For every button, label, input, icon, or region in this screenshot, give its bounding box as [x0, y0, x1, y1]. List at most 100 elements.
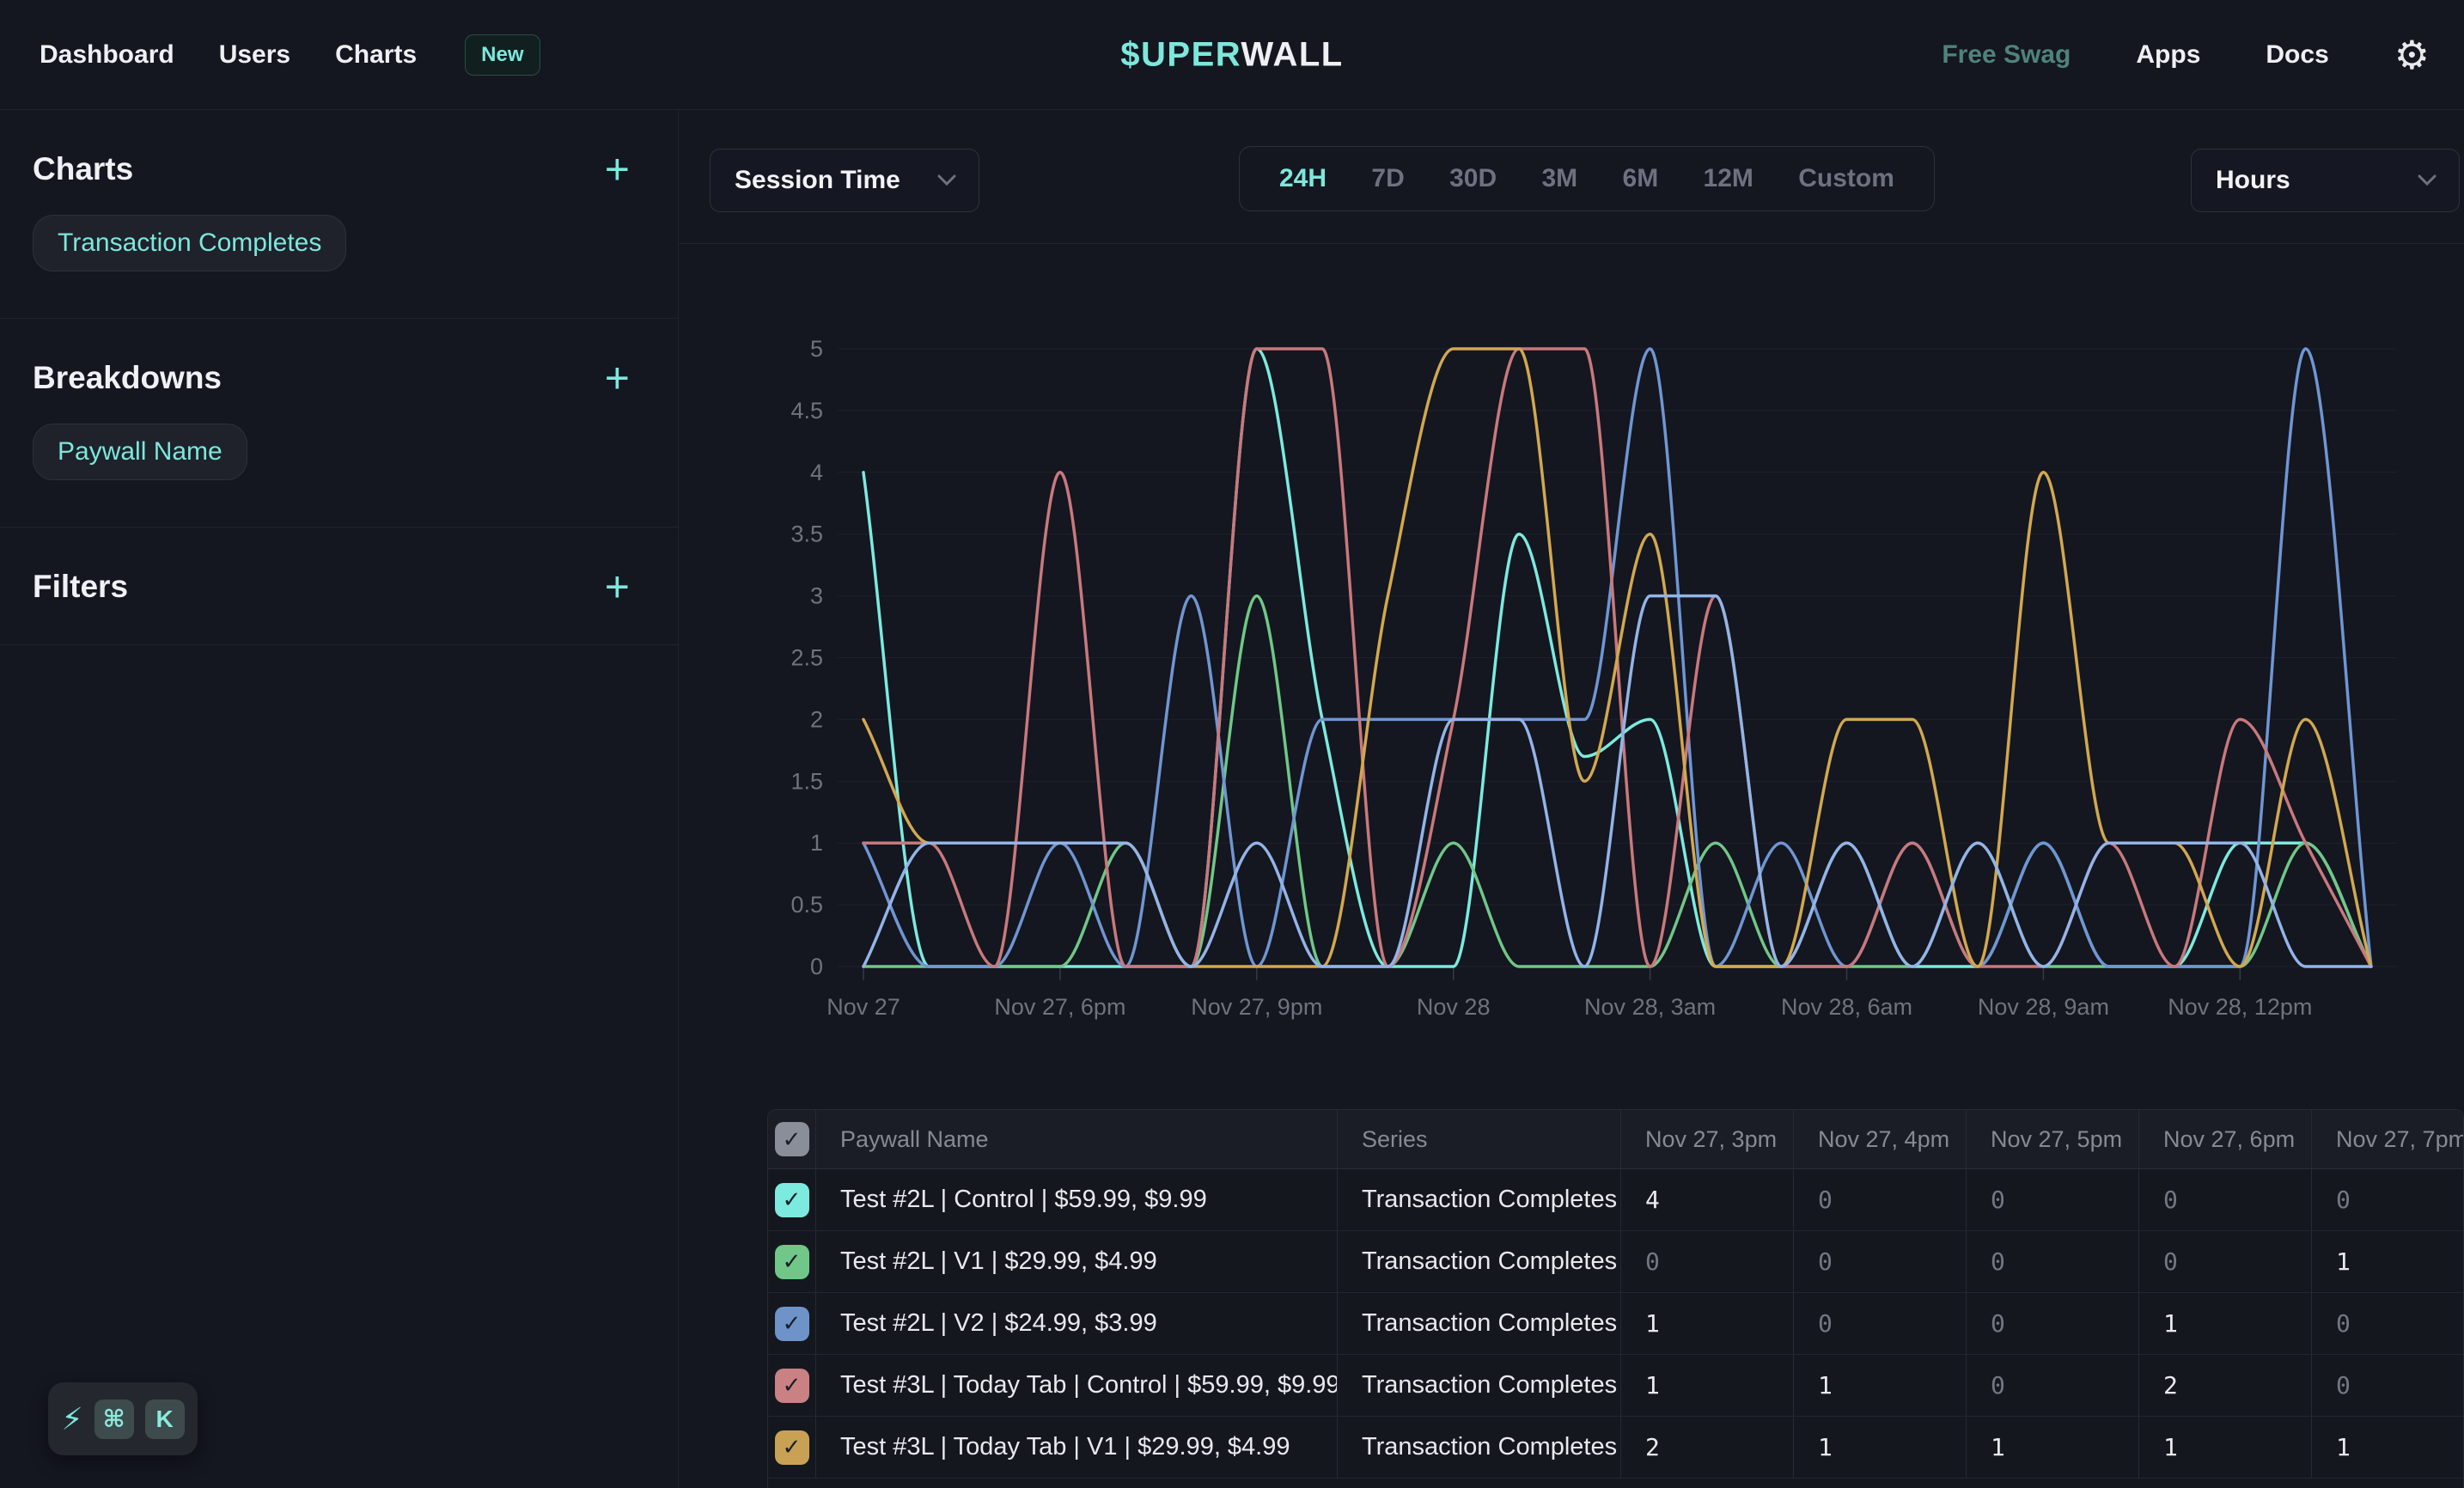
- new-badge: New: [465, 34, 540, 76]
- value-cell: 1: [1794, 1355, 1967, 1416]
- logo-rest: WALL: [1241, 35, 1344, 73]
- plus-icon[interactable]: +: [604, 145, 630, 193]
- value-cell: 2: [1621, 1417, 1794, 1478]
- x-axis-label: Nov 27, 9pm: [1191, 994, 1322, 1020]
- line-chart: 0 0.5 1 1.5 2 2.5 3 3.5 4 4.5 5 Nov 27 Nov 27, 6pm No…: [773, 326, 2423, 1022]
- x-axis-label: Nov 28, 12pm: [2168, 994, 2312, 1020]
- nav-left-group: Dashboard Users Charts New: [40, 0, 540, 110]
- sidebar-section-breakdowns: Breakdowns + Paywall Name: [0, 319, 678, 528]
- value-cell: 4: [1621, 1169, 1794, 1230]
- main-content: Session Time 24H 7D 30D 3M 6M 12M Custom Hours…: [679, 110, 2464, 1488]
- range-tab-12m[interactable]: 12M: [1703, 164, 1753, 192]
- gear-icon[interactable]: ⚙: [2394, 33, 2430, 77]
- time-range-tabs: 24H 7D 30D 3M 6M 12M Custom: [1239, 146, 1935, 211]
- paywall-name-cell: Test #2L | Control | $59.99, $9.99: [816, 1169, 1338, 1230]
- section-title-charts: Charts: [33, 151, 134, 186]
- row-checkbox[interactable]: ✓: [774, 1368, 809, 1403]
- y-axis-label: 2: [810, 706, 823, 732]
- value-cell: 1: [1794, 1417, 1967, 1478]
- y-axis-label: 1: [810, 830, 823, 856]
- unit-dropdown[interactable]: Hours: [2191, 149, 2460, 212]
- plus-icon[interactable]: +: [604, 563, 630, 611]
- section-title-breakdowns: Breakdowns: [33, 360, 223, 395]
- x-axis-label: Nov 27, 6pm: [994, 994, 1125, 1020]
- table-row[interactable]: ✓ Test #2L | V2 | $24.99, $3.99 Transactio…: [768, 1293, 2463, 1355]
- value-cell: 1: [2139, 1293, 2312, 1354]
- nav-item-docs[interactable]: Docs: [2266, 40, 2329, 69]
- sidebar-section-filters: Filters +: [0, 528, 678, 645]
- value-cell: 0: [1794, 1293, 1967, 1354]
- row-checkbox[interactable]: ✓: [774, 1182, 809, 1217]
- nav-item-free-swag[interactable]: Free Swag: [1942, 40, 2071, 69]
- value-cell: 0: [1794, 1231, 1967, 1292]
- sidebar: Charts + Transaction Completes Breakdowns + P…: [0, 110, 679, 1488]
- y-axis-label: 3: [810, 583, 823, 609]
- value-cell: 0: [1967, 1231, 2139, 1292]
- value-cell: 0: [2312, 1293, 2463, 1354]
- select-all-checkbox[interactable]: ✓: [774, 1122, 809, 1156]
- chart-canvas: 0 0.5 1 1.5 2 2.5 3 3.5 4 4.5 5 Nov 27 Nov 27, 6pm No…: [790, 336, 2397, 1020]
- paywall-name-cell: Test #2L | V2 | $24.99, $3.99: [816, 1293, 1338, 1354]
- lightning-bolt-icon: ⚡: [61, 1400, 83, 1436]
- paywall-name-cell: Test #3L | Today Tab | V1 | $29.99, $4.9…: [816, 1417, 1338, 1478]
- y-axis-label: 4.5: [790, 398, 823, 424]
- table-row[interactable]: ✓ Test #2L | V1 | $29.99, $4.99 Transactio…: [768, 1231, 2463, 1293]
- series-cell: Transaction Completes: [1338, 1417, 1621, 1478]
- y-axis-label: 4: [810, 460, 823, 485]
- command-palette-shortcut[interactable]: ⚡ ⌘ K: [48, 1382, 198, 1455]
- table-row[interactable]: ✓ Test #3L | Today Tab | Control | $59.99…: [768, 1355, 2463, 1417]
- table-row[interactable]: ✓ Test #2L | Control | $59.99, $9.99 Trans…: [768, 1169, 2463, 1231]
- chip-transaction-completes[interactable]: Transaction Completes: [33, 215, 347, 271]
- column-header-3: Nov 27, 4pm: [1794, 1110, 1967, 1168]
- series-cell: Transaction Completes: [1338, 1293, 1621, 1354]
- command-key: ⌘: [94, 1399, 134, 1439]
- table-row[interactable]: ✓ Test #3L | Today Tab | V1 | $29.99, $4.…: [768, 1417, 2463, 1479]
- nav-item-users[interactable]: Users: [218, 40, 291, 69]
- row-checkbox-cell: ✓: [768, 1293, 816, 1354]
- nav-item-dashboard[interactable]: Dashboard: [40, 40, 174, 69]
- series-cell: Transaction Completes: [1338, 1169, 1621, 1230]
- series-cell: Transaction Completes: [1338, 1231, 1621, 1292]
- column-header-1: Series: [1338, 1110, 1621, 1168]
- row-checkbox[interactable]: ✓: [774, 1244, 809, 1279]
- row-checkbox[interactable]: ✓: [774, 1430, 809, 1465]
- plus-icon[interactable]: +: [604, 354, 630, 402]
- top-nav: Dashboard Users Charts New $UPERWALL Free S…: [0, 0, 2464, 110]
- range-tab-30d[interactable]: 30D: [1449, 164, 1497, 192]
- sidebar-section-charts: Charts + Transaction Completes: [0, 110, 678, 319]
- value-cell: 1: [1621, 1293, 1794, 1354]
- range-tab-3m[interactable]: 3M: [1541, 164, 1578, 192]
- chip-paywall-name[interactable]: Paywall Name: [33, 424, 247, 480]
- nav-item-charts[interactable]: Charts: [335, 40, 418, 69]
- breakdown-table: ✓ Paywall Name Series Nov 27, 3pm Nov 27, 4p…: [767, 1109, 2464, 1488]
- x-axis-label: Nov 27: [826, 994, 900, 1020]
- controls-divider: [679, 243, 2464, 244]
- range-tab-7d[interactable]: 7D: [1371, 164, 1405, 192]
- value-cell: 0: [1794, 1169, 1967, 1230]
- y-axis-label: 0: [810, 954, 823, 979]
- column-header-2: Nov 27, 3pm: [1621, 1110, 1794, 1168]
- range-tab-6m[interactable]: 6M: [1622, 164, 1659, 192]
- range-tab-24h[interactable]: 24H: [1279, 164, 1327, 192]
- logo-accent: $UPER: [1120, 35, 1241, 73]
- row-checkbox[interactable]: ✓: [774, 1306, 809, 1341]
- metric-dropdown-value: Session Time: [735, 166, 900, 194]
- section-title-filters: Filters: [33, 569, 129, 604]
- chevron-down-icon: [2418, 174, 2437, 186]
- range-tab-custom[interactable]: Custom: [1798, 164, 1894, 192]
- paywall-name-cell: Test #2L | V1 | $29.99, $4.99: [816, 1231, 1338, 1292]
- column-header-5: Nov 27, 6pm: [2139, 1110, 2312, 1168]
- value-cell: 0: [1967, 1355, 2139, 1416]
- value-cell: 1: [2139, 1417, 2312, 1478]
- x-axis-label: Nov 28, 6am: [1781, 994, 1912, 1020]
- sidebar-sections: Charts + Transaction Completes Breakdowns + P…: [0, 110, 678, 645]
- value-cell: 0: [2312, 1355, 2463, 1416]
- value-cell: 0: [2139, 1231, 2312, 1292]
- paywall-name-cell: Test #3L | Today Tab | Control | $59.99,…: [816, 1355, 1338, 1416]
- nav-item-apps[interactable]: Apps: [2136, 40, 2201, 69]
- metric-dropdown[interactable]: Session Time: [710, 149, 979, 212]
- select-all-cell: ✓: [768, 1110, 816, 1168]
- value-cell: 1: [1967, 1417, 2139, 1478]
- row-checkbox-cell: ✓: [768, 1417, 816, 1478]
